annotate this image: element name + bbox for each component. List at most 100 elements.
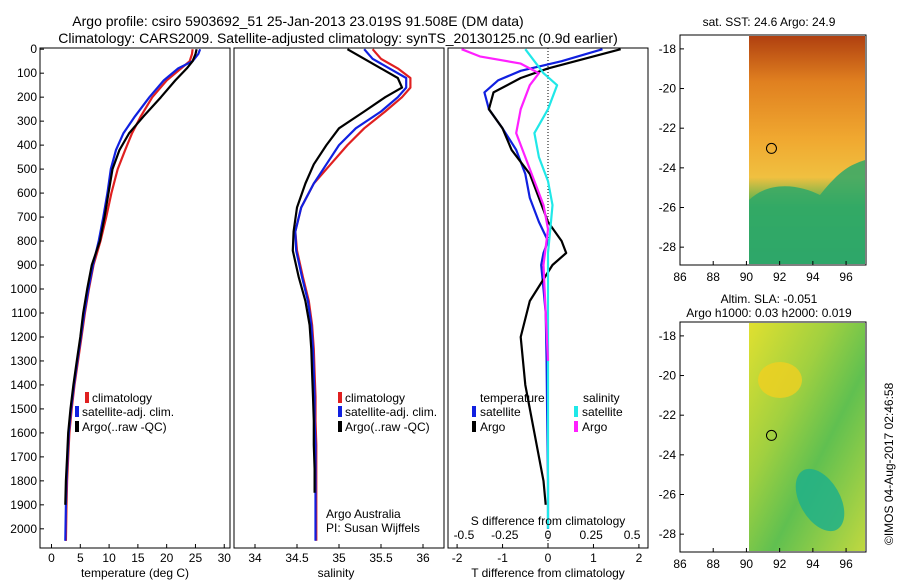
y-tick-label: 800 xyxy=(17,234,37,248)
map-y-tick-label: -20 xyxy=(659,369,677,383)
y-tick-label: 900 xyxy=(17,258,37,272)
legend-label-s-argo: Argo xyxy=(582,420,608,434)
map-x-tick-label: 96 xyxy=(839,557,853,571)
y-tick-label: 700 xyxy=(17,210,37,224)
temperature-x-ticks: 0 5 10 15 20 25 30 xyxy=(48,544,231,565)
temperature-legend: climatology satellite-adj. clim. Argo(..… xyxy=(75,391,174,434)
series-line-argo xyxy=(291,48,404,493)
map-y-tick-label: -18 xyxy=(659,329,677,343)
sla-argo-location-marker xyxy=(765,429,777,441)
map-x-tick-label: 90 xyxy=(740,557,754,571)
y-tick-label: 1000 xyxy=(10,282,37,296)
y-tick-label: 500 xyxy=(17,162,37,176)
t-difference-label: T difference from climatology xyxy=(471,566,625,580)
y-tick-label: 1300 xyxy=(10,354,37,368)
legend-swatch-s-satellite xyxy=(574,406,578,417)
sla-map-title-2: Argo h1000: 0.03 h2000: 0.019 xyxy=(686,306,852,320)
series-line-t-satellite xyxy=(483,48,603,529)
salinity-axes-frame xyxy=(233,47,445,549)
x-tick-label: 0 xyxy=(48,551,55,565)
legend-label-satellite: satellite-adj. clim. xyxy=(345,405,437,419)
y-tick-label: 0 xyxy=(30,42,37,56)
legend-label-s-satellite: satellite xyxy=(582,405,623,419)
series-line-argo xyxy=(64,48,198,505)
map-y-tick-label: -28 xyxy=(659,527,677,541)
y-tick-label: 1900 xyxy=(10,498,37,512)
legend-label-t-argo: Argo xyxy=(480,420,506,434)
x-tick-label: 36 xyxy=(416,551,430,565)
map-x-tick-label: 88 xyxy=(707,557,721,571)
sla-map-y-ticks: -18 -20 -22 -24 -26 -28 xyxy=(659,329,684,541)
y-tick-label: 600 xyxy=(17,186,37,200)
legend-title-temperature: temperature xyxy=(480,391,545,405)
x-tick-label: 25 xyxy=(189,551,203,565)
temperature-axes-frame xyxy=(39,47,231,549)
legend-swatch-argo xyxy=(75,421,79,432)
imos-watermark: ©IMOS 04-Aug-2017 02:46:58 xyxy=(882,382,896,545)
legend-label-argo: Argo(..raw -QC) xyxy=(82,420,167,434)
legend-label-t-satellite: satellite xyxy=(480,405,521,419)
y-tick-label: 1500 xyxy=(10,402,37,416)
legend-swatch-satellite xyxy=(338,406,342,417)
temperature-lines xyxy=(64,48,202,541)
map-x-tick-label: 94 xyxy=(806,557,820,571)
x-tick-label: 34.5 xyxy=(285,551,309,565)
legend-swatch-argo xyxy=(338,421,342,432)
s-tick-label: 0.25 xyxy=(580,528,604,542)
title-line-2: Climatology: CARS2009. Satellite-adjuste… xyxy=(58,30,618,46)
s-difference-label: S difference from climatology xyxy=(471,514,626,528)
x-tick-label: 10 xyxy=(102,551,116,565)
x-tick-label: 30 xyxy=(218,551,232,565)
series-line-s-satellite xyxy=(524,48,559,529)
x-tick-label: 35 xyxy=(332,551,346,565)
legend-swatch-t-argo xyxy=(472,421,476,432)
salinity-legend: climatology satellite-adj. clim. Argo(..… xyxy=(338,391,437,434)
legend-label-argo: Argo(..raw -QC) xyxy=(345,420,430,434)
s-tick-label: -0.5 xyxy=(454,528,475,542)
map-x-tick-label: 88 xyxy=(707,270,721,284)
legend-label-climatology: climatology xyxy=(345,391,405,405)
s-tick-label: 0 xyxy=(545,528,552,542)
x-tick-label: 20 xyxy=(160,551,174,565)
difference-lines xyxy=(461,48,621,529)
legend-swatch-t-satellite xyxy=(472,406,476,417)
temperature-x-label: temperature (deg C) xyxy=(81,566,189,580)
y-tick-label: 1600 xyxy=(10,426,37,440)
map-y-tick-label: -18 xyxy=(659,42,677,56)
sla-map-panel: Altim. SLA: -0.051 Argo h1000: 0.03 h200… xyxy=(659,292,867,571)
map-x-tick-label: 92 xyxy=(773,557,787,571)
map-x-tick-label: 94 xyxy=(806,270,820,284)
pi-annotation: PI: Susan Wijffels xyxy=(326,521,420,535)
difference-legend: temperature salinity satellite Argo sate… xyxy=(472,391,623,434)
y-tick-label: 1100 xyxy=(11,306,37,320)
map-y-tick-label: -26 xyxy=(659,201,677,215)
y-tick-label: 300 xyxy=(17,114,37,128)
difference-panel: -2 -1 0 1 2 S difference from climatology -0… xyxy=(447,47,649,580)
sla-map-x-ticks: 86 88 90 92 94 96 xyxy=(673,548,853,571)
salinity-panel: 34 34.5 35 35.5 36 salinity climatology sate… xyxy=(233,47,445,580)
y-tick-label: 1800 xyxy=(10,474,37,488)
s-difference-ticks: -0.5 -0.25 0 0.25 0.5 xyxy=(454,528,641,542)
legend-swatch-climatology xyxy=(338,392,342,403)
map-y-tick-label: -28 xyxy=(659,240,677,254)
sst-map-y-ticks: -18 -20 -22 -24 -26 -28 xyxy=(659,42,684,254)
salinity-x-ticks: 34 34.5 35 35.5 36 xyxy=(248,544,430,565)
sst-argo-location-marker xyxy=(765,142,777,154)
temperature-panel: 0 5 10 15 20 25 30 0 100 200 300 400 500 600 700 800 90… xyxy=(10,42,231,580)
sst-map-title: sat. SST: 24.6 Argo: 24.9 xyxy=(703,15,836,29)
map-y-tick-label: -26 xyxy=(659,488,677,502)
salinity-lines xyxy=(291,48,412,541)
x-tick-label: 1 xyxy=(590,551,597,565)
map-x-tick-label: 86 xyxy=(673,270,687,284)
sla-low-anomaly xyxy=(795,468,845,532)
y-tick-label: 1400 xyxy=(10,378,37,392)
map-x-tick-label: 86 xyxy=(673,557,687,571)
x-tick-label: 2 xyxy=(636,551,643,565)
legend-label-climatology: climatology xyxy=(92,391,152,405)
sst-map-x-ticks: 86 88 90 92 94 96 xyxy=(673,261,853,284)
legend-swatch-s-argo xyxy=(574,421,578,432)
x-tick-label: 0 xyxy=(545,551,552,565)
map-y-tick-label: -22 xyxy=(659,121,677,135)
x-tick-label: 34 xyxy=(248,551,262,565)
